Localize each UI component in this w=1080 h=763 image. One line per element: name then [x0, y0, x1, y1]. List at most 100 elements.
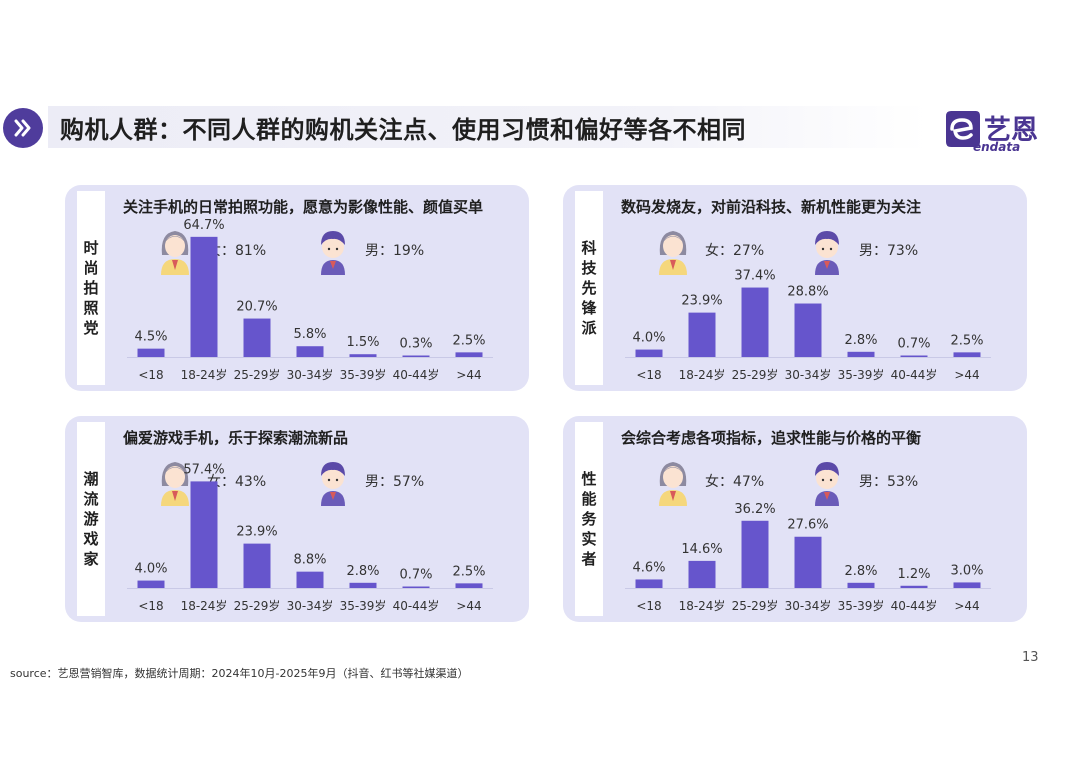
female-share-text: 女：43%	[207, 474, 267, 490]
x-tick-label: 30-34岁	[785, 598, 832, 613]
x-tick-label: 40-44岁	[393, 598, 440, 613]
bar	[296, 346, 324, 357]
segment-label-strip: 性能务实者	[575, 422, 603, 616]
logo-mark-icon	[946, 111, 980, 147]
x-tick-label: 30-34岁	[785, 367, 832, 382]
bar-value-label: 28.8%	[787, 285, 828, 300]
segment-label: 时尚拍照党	[83, 239, 99, 337]
bar	[847, 351, 875, 357]
bar	[635, 349, 663, 357]
bar-value-label: 36.2%	[734, 502, 775, 517]
female-share-text: 女：47%	[705, 474, 765, 490]
bar-value-label: 1.2%	[897, 567, 930, 582]
bar-value-label: 64.7%	[183, 218, 224, 233]
segment-panel-gaming: 潮流游戏家 偏爱游戏手机，乐于探索潮流新品 女：43% 男：57% 4.0% <1…	[65, 416, 529, 622]
segment-headline: 偏爱游戏手机，乐于探索潮流新品	[123, 429, 349, 447]
bar-value-label: 2.5%	[950, 333, 983, 348]
logo-cn-text: 艺恩	[984, 115, 1038, 146]
bar-value-label: 4.0%	[632, 331, 665, 346]
x-tick-label: 35-39岁	[340, 598, 387, 613]
bar-value-label: 4.6%	[632, 560, 665, 575]
x-tick-label: 18-24岁	[679, 367, 726, 382]
bar	[794, 303, 822, 357]
bar	[688, 560, 716, 588]
age-bar-chart: 4.0% <18 23.9% 18-24岁 37.4% 25-29岁 28.8% 30-34岁…	[625, 269, 991, 382]
segment-panel-tech: 科技先锋派 数码发烧友，对前沿科技、新机性能更为关注 女：27% 男：73% 4…	[563, 185, 1027, 391]
female-avatar-icon	[659, 231, 687, 275]
x-tick-label: >44	[456, 599, 481, 613]
segment-headline: 会综合考虑各项指标，追求性能与价格的平衡	[621, 429, 922, 447]
bar	[900, 585, 928, 588]
bar	[402, 355, 430, 357]
female-avatar-icon	[161, 462, 189, 506]
x-tick-label: 40-44岁	[393, 367, 440, 382]
x-tick-label: 25-29岁	[234, 367, 281, 382]
bar	[296, 571, 324, 588]
bar	[455, 352, 483, 357]
title-band	[48, 106, 928, 148]
male-avatar-icon	[321, 231, 345, 275]
bar	[190, 236, 218, 357]
bar	[847, 582, 875, 588]
bar-value-label: 2.8%	[346, 564, 379, 579]
bar-value-label: 2.8%	[844, 333, 877, 348]
bar-value-label: 0.3%	[399, 337, 432, 352]
x-tick-label: >44	[954, 599, 979, 613]
bar-value-label: 20.7%	[236, 300, 277, 315]
bar-value-label: 2.8%	[844, 564, 877, 579]
male-share-text: 男：73%	[859, 243, 919, 259]
bar	[137, 580, 165, 588]
segment-headline: 数码发烧友，对前沿科技、新机性能更为关注	[621, 198, 922, 216]
x-tick-label: >44	[954, 368, 979, 382]
segment-label: 性能务实者	[581, 470, 597, 568]
page-number: 13	[1022, 650, 1039, 665]
x-tick-label: >44	[456, 368, 481, 382]
male-share-text: 男：53%	[859, 474, 919, 490]
x-tick-label: 40-44岁	[891, 598, 938, 613]
bar	[794, 536, 822, 588]
bar-value-label: 2.5%	[452, 333, 485, 348]
bar-value-label: 3.0%	[950, 563, 983, 578]
segment-label-strip: 科技先锋派	[575, 191, 603, 385]
bar	[900, 355, 928, 357]
bar-value-label: 0.7%	[897, 337, 930, 352]
bar-value-label: 2.5%	[452, 564, 485, 579]
x-tick-label: 30-34岁	[287, 598, 334, 613]
bar	[741, 520, 769, 588]
segment-label: 潮流游戏家	[83, 470, 99, 568]
bar	[953, 582, 981, 588]
source-note: source：艺恩营销智库，数据统计周期：2024年10月-2025年9月（抖音…	[10, 667, 469, 680]
x-tick-label: <18	[636, 368, 661, 382]
male-avatar-icon	[815, 462, 839, 506]
age-bar-chart: 4.0% <18 57.4% 18-24岁 23.9% 25-29岁 8.8% 30-34岁 2…	[127, 462, 493, 613]
age-bar-chart: 4.5% <18 64.7% 18-24岁 20.7% 25-29岁 5.8% 30-34岁 1…	[127, 218, 493, 382]
bar	[402, 586, 430, 588]
x-tick-label: 18-24岁	[679, 598, 726, 613]
male-avatar-icon	[321, 462, 345, 506]
bar-value-label: 0.7%	[399, 568, 432, 583]
bar-value-label: 1.5%	[346, 335, 379, 350]
segment-headline: 关注手机的日常拍照功能，愿意为影像性能、颜值买单	[123, 198, 484, 216]
bar	[455, 583, 483, 588]
bar	[349, 354, 377, 357]
male-share-text: 男：57%	[365, 474, 425, 490]
logo-en-text: endata	[973, 140, 1021, 154]
bar	[137, 348, 165, 357]
x-tick-label: 35-39岁	[340, 367, 387, 382]
page-title: 购机人群：不同人群的购机关注点、使用习惯和偏好等各不相同	[60, 116, 746, 144]
segment-label-strip: 潮流游戏家	[77, 422, 105, 616]
bar-value-label: 4.0%	[134, 562, 167, 577]
endata-logo: 艺恩 endata	[940, 108, 1052, 154]
x-tick-label: 25-29岁	[732, 598, 779, 613]
x-tick-label: <18	[138, 368, 163, 382]
male-share-text: 男：19%	[365, 243, 425, 259]
bar	[635, 579, 663, 588]
x-tick-label: 18-24岁	[181, 367, 228, 382]
bar	[953, 352, 981, 357]
age-bar-chart: 4.6% <18 14.6% 18-24岁 36.2% 25-29岁 27.6% 30-34岁…	[625, 502, 991, 613]
bar-value-label: 5.8%	[293, 327, 326, 342]
bar-value-label: 23.9%	[236, 525, 277, 540]
segment-panel-practical: 性能务实者 会综合考虑各项指标，追求性能与价格的平衡 女：47% 男：53% 4…	[563, 416, 1027, 622]
x-tick-label: 18-24岁	[181, 598, 228, 613]
bar	[190, 481, 218, 588]
